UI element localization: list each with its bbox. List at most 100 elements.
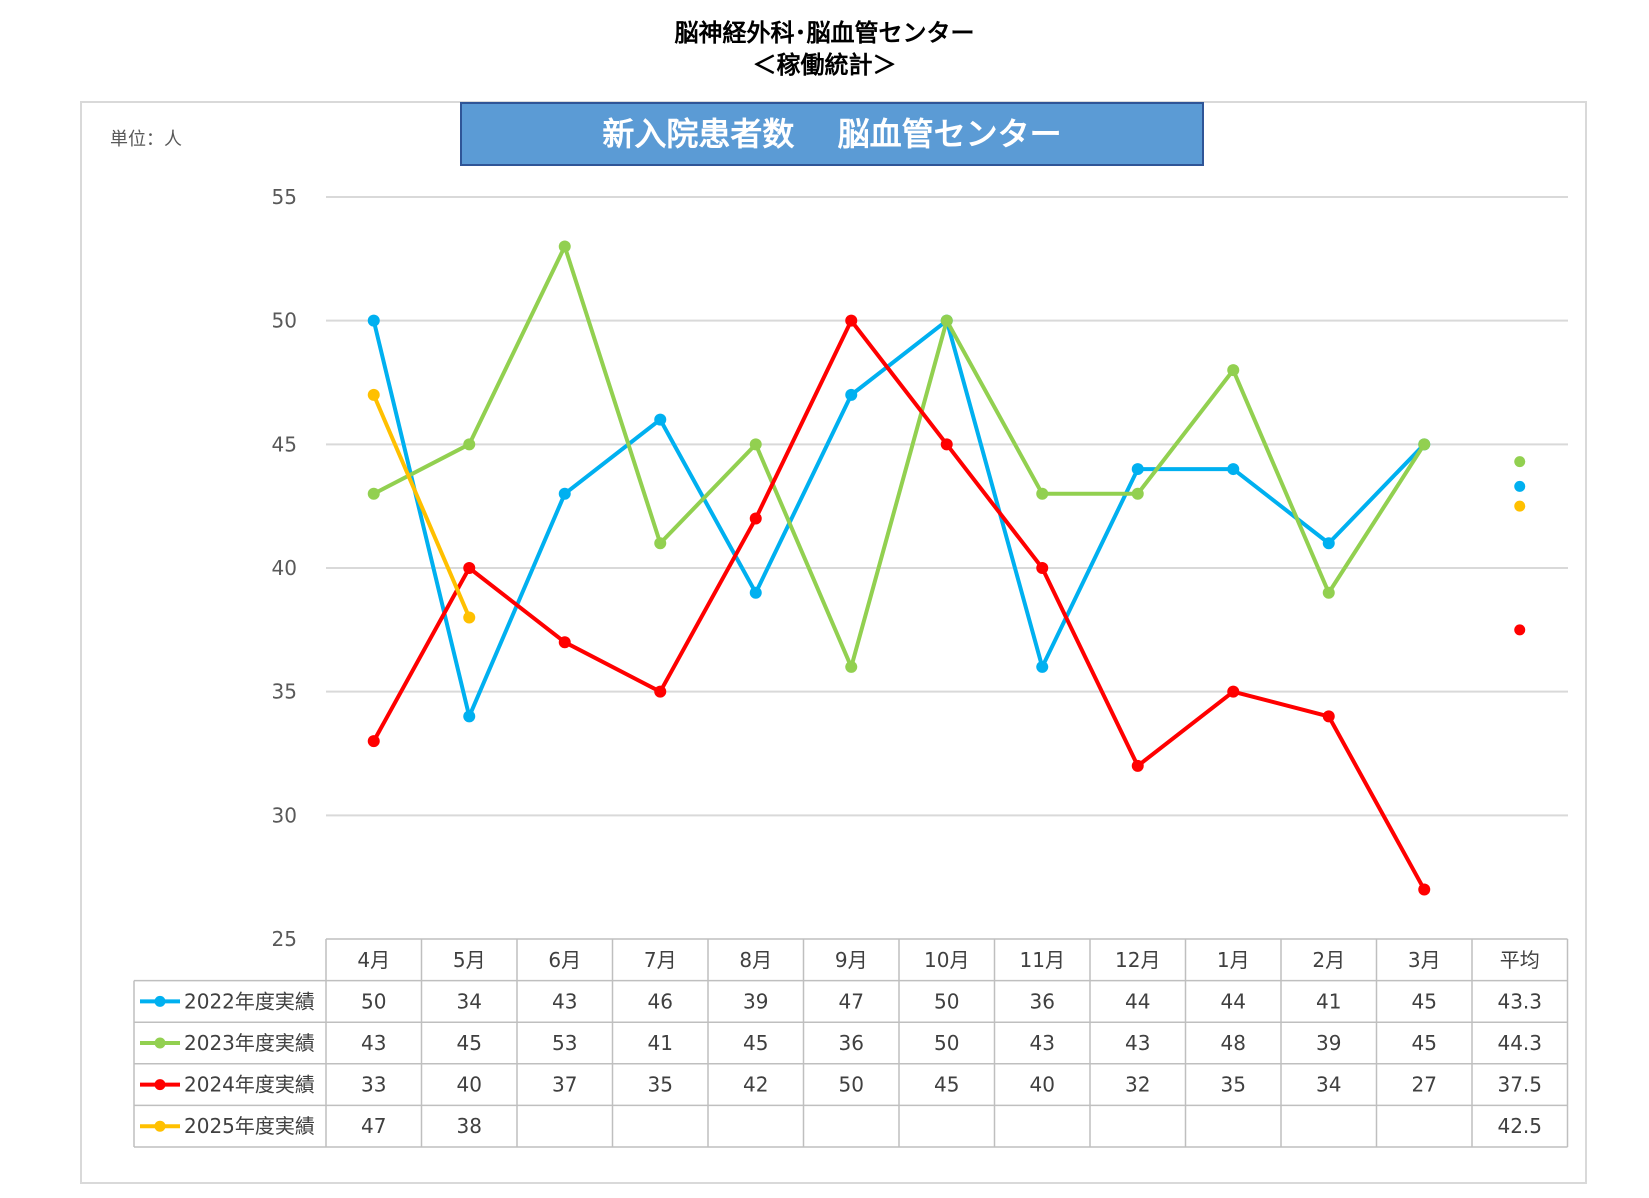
x-category-label: 6月 — [548, 948, 581, 972]
unit-label: 単位：人 — [110, 129, 182, 150]
table-cell-value: 33 — [361, 1073, 386, 1097]
table-cell-value: 43 — [1030, 1031, 1055, 1055]
table-cell-value: 45 — [934, 1073, 959, 1097]
series-line — [371, 244, 1427, 669]
table-cell-value: 42 — [743, 1073, 768, 1097]
y-tick-label-55: 55 — [272, 185, 297, 209]
table-cell-average: 44.3 — [1497, 1031, 1542, 1055]
table-cell-value: 34 — [1316, 1073, 1341, 1097]
table-cell-value: 47 — [361, 1114, 386, 1138]
data-point — [845, 314, 858, 327]
table-cell-value: 35 — [648, 1073, 673, 1097]
table-cell-value: 44 — [1221, 989, 1246, 1013]
chart-title: 新入院患者数 脳血管センター — [460, 102, 1204, 166]
page-title-line1: 脳神経外科･脳血管センター — [674, 19, 975, 47]
x-category-label: 1月 — [1217, 948, 1250, 972]
data-point — [1227, 685, 1240, 698]
x-category-label: 11月 — [1020, 948, 1065, 972]
data-point — [558, 240, 571, 253]
y-tick-label-40: 40 — [272, 556, 297, 580]
data-point — [1322, 710, 1335, 723]
table-cell-value: 50 — [934, 989, 959, 1013]
data-point — [367, 388, 380, 401]
y-tick-label-50: 50 — [272, 309, 297, 333]
table-cell-value: 43 — [1125, 1031, 1150, 1055]
legend-label: 2024年度実績 — [184, 1073, 315, 1097]
data-point — [1131, 487, 1144, 500]
table-cell-value: 37 — [552, 1073, 577, 1097]
table-cell-average: 43.3 — [1497, 989, 1542, 1013]
data-point — [367, 314, 380, 327]
data-point — [1418, 883, 1431, 896]
table-cell-value: 45 — [1412, 1031, 1437, 1055]
table-cell-value: 44 — [1125, 989, 1150, 1013]
x-category-label: 9月 — [835, 948, 868, 972]
x-category-label: 12月 — [1115, 948, 1160, 972]
data-point — [749, 586, 762, 599]
legend-label: 2022年度実績 — [184, 989, 315, 1013]
table-cell-value: 40 — [457, 1073, 482, 1097]
table-cell-value: 39 — [1316, 1031, 1341, 1055]
average-point — [1514, 500, 1526, 512]
table-cell-value: 38 — [457, 1114, 482, 1138]
data-point — [1322, 586, 1335, 599]
table-cell-value: 46 — [648, 989, 673, 1013]
table-cell-value: 50 — [839, 1073, 864, 1097]
table-cell-value: 48 — [1221, 1031, 1246, 1055]
data-point — [1131, 759, 1144, 772]
table-cell-average: 37.5 — [1497, 1073, 1542, 1097]
data-point — [367, 487, 380, 500]
table-cell-value: 36 — [839, 1031, 864, 1055]
legend-label: 2025年度実績 — [184, 1114, 315, 1138]
table-cell-value: 36 — [1030, 989, 1055, 1013]
series-line — [371, 392, 472, 620]
table-cell-value: 45 — [457, 1031, 482, 1055]
table-cell-value: 39 — [743, 989, 768, 1013]
table-cell-value: 50 — [934, 1031, 959, 1055]
table-cell-value: 41 — [1316, 989, 1341, 1013]
table-cell-value: 41 — [648, 1031, 673, 1055]
average-header-label: 平均 — [1500, 948, 1540, 972]
table-cell-value: 45 — [743, 1031, 768, 1055]
x-category-label: 4月 — [357, 948, 390, 972]
data-point — [940, 438, 953, 451]
page-title-line2: ＜稼働統計＞ — [752, 51, 897, 79]
y-tick-label-45: 45 — [272, 432, 297, 456]
x-category-label: 3月 — [1408, 948, 1441, 972]
data-point — [654, 413, 667, 426]
table-cell-value: 27 — [1412, 1073, 1437, 1097]
data-point — [1131, 463, 1144, 476]
x-category-label: 10月 — [924, 948, 969, 972]
table-cell-value: 45 — [1412, 989, 1437, 1013]
data-point — [1322, 537, 1335, 550]
data-point — [1227, 463, 1240, 476]
table-cell-value: 47 — [839, 989, 864, 1013]
series-line — [371, 318, 1427, 892]
data-point — [654, 685, 667, 698]
x-category-label: 2月 — [1312, 948, 1345, 972]
table-cell-value: 40 — [1030, 1073, 1055, 1097]
legend-swatch-marker — [154, 1120, 166, 1132]
table-cell-value: 43 — [361, 1031, 386, 1055]
data-point — [1418, 438, 1431, 451]
average-point — [1514, 624, 1526, 636]
data-point — [845, 388, 858, 401]
data-point — [654, 537, 667, 550]
data-point — [749, 438, 762, 451]
table-cell-value: 35 — [1221, 1073, 1246, 1097]
legend-swatch-marker — [154, 1079, 166, 1091]
legend-label: 2023年度実績 — [184, 1031, 315, 1055]
data-point — [367, 735, 380, 748]
x-category-label: 8月 — [739, 948, 772, 972]
y-tick-label-25: 25 — [272, 927, 297, 951]
table-cell-value: 34 — [457, 989, 482, 1013]
data-point — [1036, 660, 1049, 673]
data-point — [463, 438, 476, 451]
legend-swatch-marker — [154, 995, 166, 1007]
table-cell-value: 50 — [361, 989, 386, 1013]
y-tick-label-35: 35 — [272, 680, 297, 704]
legend-swatch-marker — [154, 1037, 166, 1049]
data-point — [463, 562, 476, 574]
data-point — [1227, 364, 1240, 377]
